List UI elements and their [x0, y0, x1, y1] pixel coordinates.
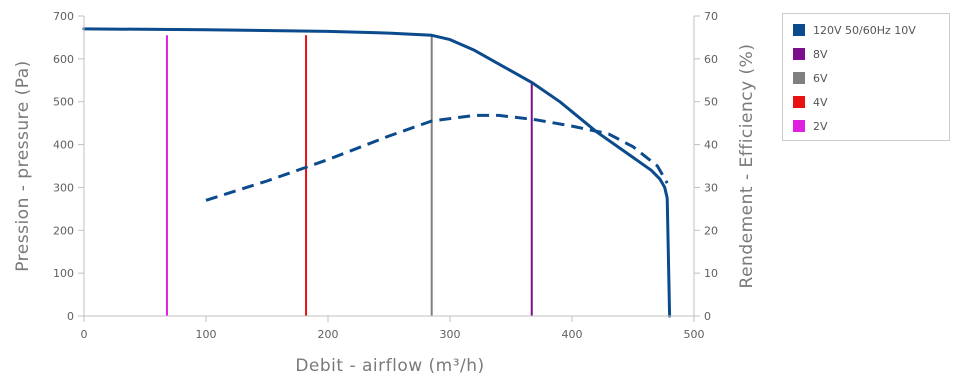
left-y-tick-label: 400	[53, 139, 74, 152]
right-y-tick-label: 30	[704, 181, 718, 194]
left-y-tick-label: 200	[53, 224, 74, 237]
legend-swatch	[793, 96, 805, 108]
x-tick-label: 0	[81, 328, 88, 341]
right-y-axis-ticks: 0 10 20 30 40 50 60 70	[694, 10, 718, 323]
x-tick-label: 200	[318, 328, 339, 341]
legend-item[interactable]: 8V	[793, 44, 949, 64]
right-y-tick-label: 60	[704, 53, 718, 66]
legend-swatch	[793, 72, 805, 84]
legend-label: 120V 50/60Hz 10V	[813, 23, 916, 37]
legend-label: 8V	[813, 47, 828, 61]
right-y-tick-label: 20	[704, 224, 718, 237]
left-y-tick-label: 300	[53, 181, 74, 194]
right-y-tick-label: 10	[704, 267, 718, 280]
voltage-lines	[165, 35, 533, 316]
legend-label: 2V	[813, 119, 828, 133]
x-tick-label: 400	[562, 328, 583, 341]
left-y-tick-label: 600	[53, 53, 74, 66]
legend-item[interactable]: 2V	[793, 116, 949, 136]
x-axis-ticks: 0 100 200 300 400 500	[81, 316, 705, 341]
left-y-tick-label: 700	[53, 10, 74, 23]
right-y-tick-label: 40	[704, 139, 718, 152]
x-axis-title: Debit - airflow (m³/h)	[295, 356, 484, 375]
legend-label: 4V	[813, 95, 828, 109]
legend-item[interactable]: 6V	[793, 68, 949, 88]
right-y-tick-label: 70	[704, 10, 718, 23]
legend: 120V 50/60Hz 10V 8V 6V 4V 2V	[782, 13, 950, 141]
right-y-tick-label: 0	[704, 310, 711, 323]
efficiency-curve	[205, 113, 669, 202]
left-y-axis-ticks: 0 100 200 300 400 500 600 700	[53, 10, 84, 323]
fan-performance-chart: 0 100 200 300 400 500 600 700 0 10 20 30 40 50 60 70 0…	[13, 10, 757, 375]
left-y-tick-label: 0	[67, 310, 74, 323]
left-y-tick-label: 100	[53, 267, 74, 280]
legend-swatch	[793, 48, 805, 60]
left-y-axis-title: Pression - pressure (Pa)	[13, 60, 33, 272]
right-y-tick-label: 50	[704, 96, 718, 109]
right-y-axis-title: Rendement - Efficiency (%)	[737, 44, 757, 289]
x-tick-label: 100	[196, 328, 217, 341]
legend-swatch	[793, 120, 805, 132]
x-tick-label: 500	[684, 328, 705, 341]
legend-item[interactable]: 4V	[793, 92, 949, 112]
left-y-tick-label: 500	[53, 96, 74, 109]
pressure-curve	[82, 27, 672, 318]
curves	[82, 27, 672, 318]
legend-label: 6V	[813, 71, 828, 85]
x-tick-label: 300	[440, 328, 461, 341]
legend-item[interactable]: 120V 50/60Hz 10V	[793, 20, 949, 40]
legend-swatch	[793, 24, 805, 36]
